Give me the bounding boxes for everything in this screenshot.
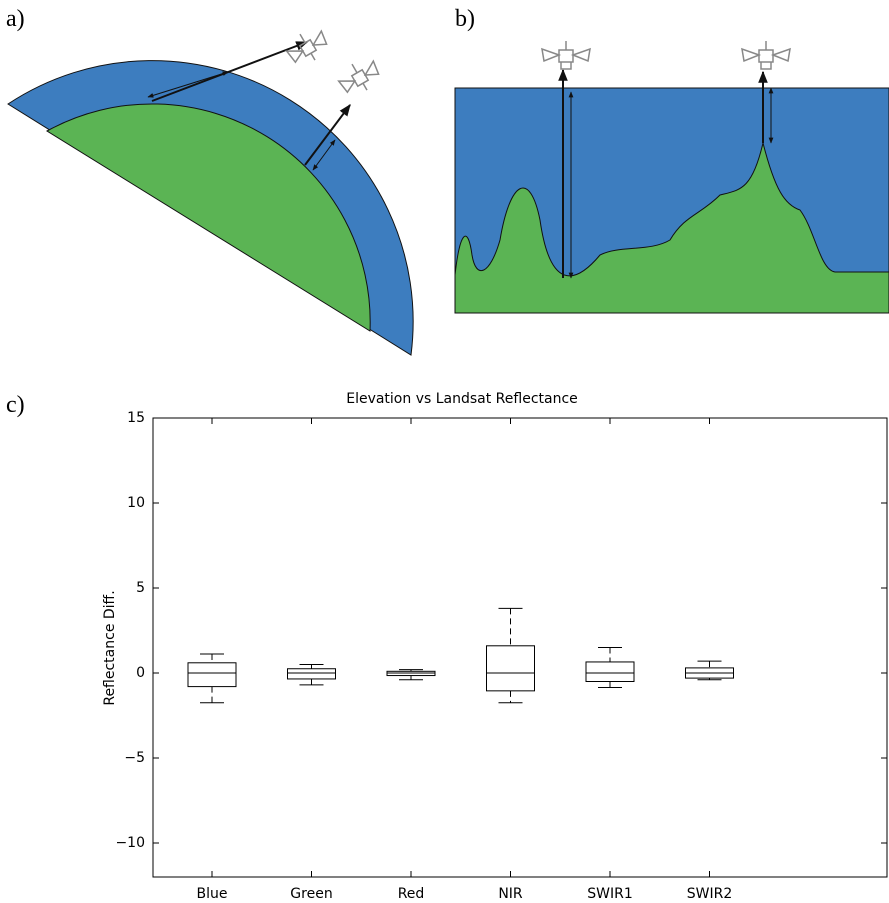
y-tick-label: −5 (124, 750, 145, 766)
box (287, 668, 336, 680)
chart: Elevation vs Landsat Reflectance Reflect… (102, 391, 888, 902)
x-tick-label: SWIR2 (687, 886, 733, 902)
box (486, 645, 535, 692)
y-tick-label: −10 (115, 835, 145, 851)
x-tick-label: NIR (498, 886, 523, 902)
panel-label: a) (6, 6, 25, 32)
plot-frame (152, 417, 888, 878)
y-axis-label: Reflectance Diff. (102, 590, 118, 705)
x-tick-label: Green (290, 886, 332, 902)
y-tick-label: 5 (136, 580, 145, 596)
y-tick-label: 15 (127, 410, 145, 426)
panel-label: c) (6, 392, 25, 418)
x-tick-label: Blue (197, 886, 228, 902)
x-tick-label: Red (398, 886, 425, 902)
x-tick-label: SWIR1 (587, 886, 633, 902)
box (187, 662, 237, 688)
panel-label: b) (455, 6, 475, 32)
diagram-a (7, 29, 414, 356)
chart-title: Elevation vs Landsat Reflectance (346, 391, 578, 407)
box (585, 661, 635, 683)
y-tick-label: 10 (127, 495, 145, 511)
y-tick-label: 0 (136, 665, 145, 681)
diagram-b (454, 41, 889, 314)
